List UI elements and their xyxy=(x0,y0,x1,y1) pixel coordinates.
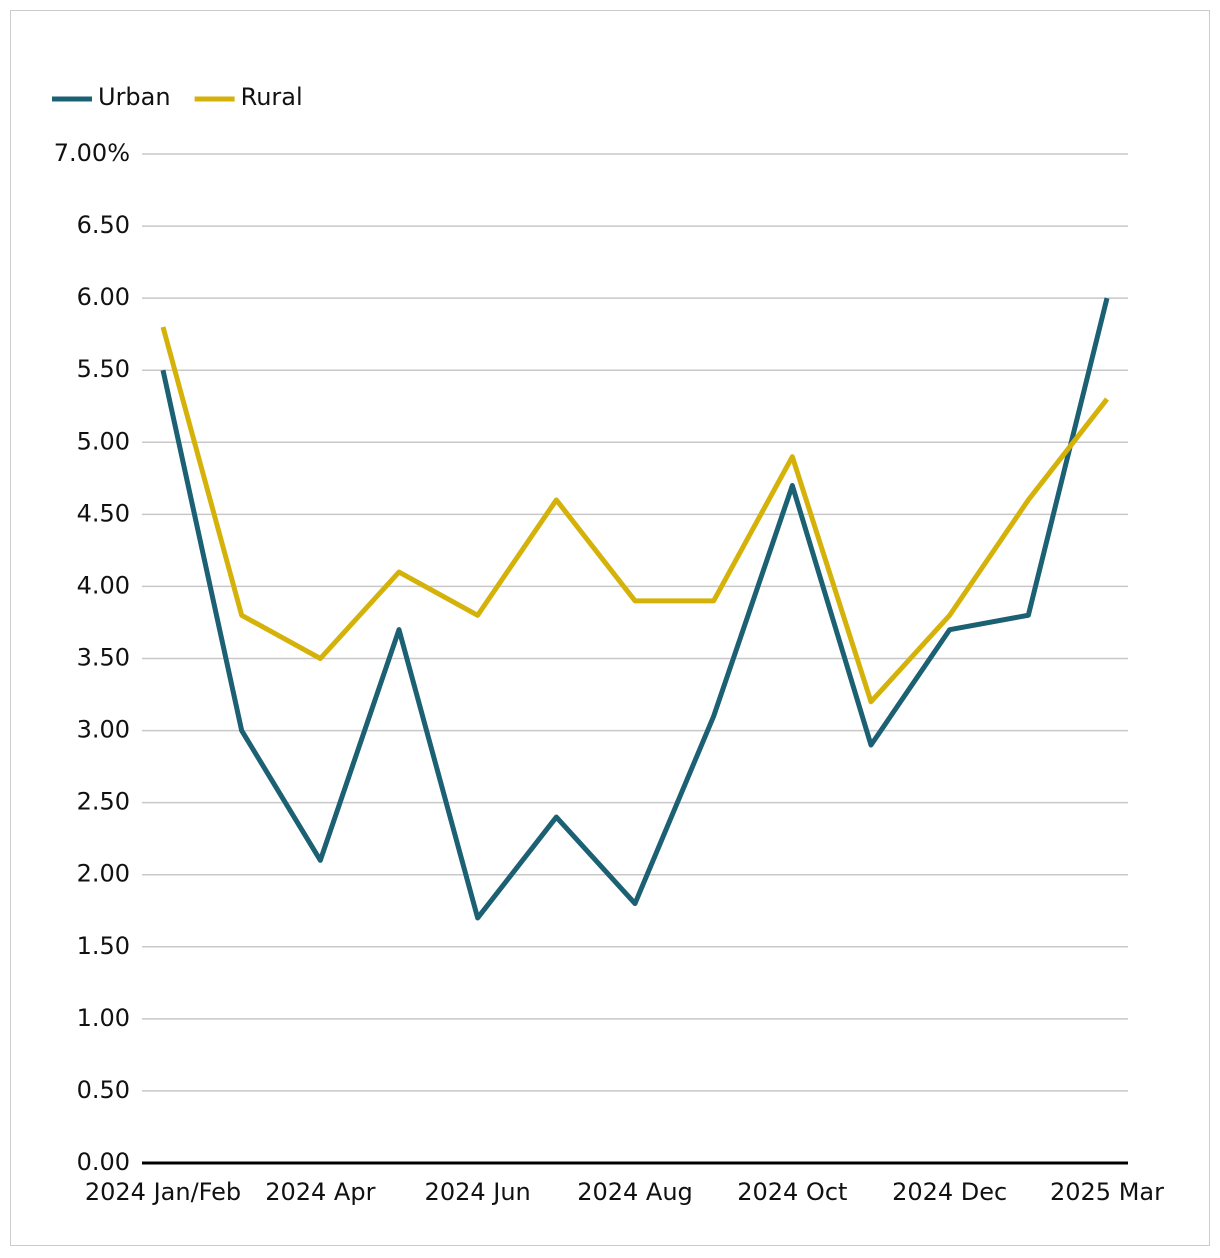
line xyxy=(160,326,1109,705)
y-tick-label: 1.00 xyxy=(77,1004,130,1032)
x-tick-label: 2025 Mar xyxy=(1050,1178,1164,1206)
x-tick-label: 2024 Oct xyxy=(737,1178,847,1206)
legend-label: Urban xyxy=(98,83,171,111)
frame xyxy=(10,10,1210,1246)
x-tick-label: 2024 Aug xyxy=(577,1178,693,1206)
y-tick-label: 6.50 xyxy=(77,211,130,239)
legend-label: Rural xyxy=(241,83,303,111)
line xyxy=(160,297,1110,921)
y-tick-label: 1.50 xyxy=(77,932,130,960)
x-tick-label: 2024 Apr xyxy=(265,1178,375,1206)
y-tick-label: 5.50 xyxy=(77,355,130,383)
y-tick-label: 3.50 xyxy=(77,644,130,672)
y-tick-label: 0.50 xyxy=(77,1076,130,1104)
x-tick-label: 2024 Dec xyxy=(892,1178,1007,1206)
y-tick-label: 3.00 xyxy=(77,716,130,744)
y-tick-label: 6.00 xyxy=(77,283,130,311)
x-tick-label: 2024 Jan/Feb xyxy=(85,1178,241,1206)
x-tick-label: 2024 Jun xyxy=(425,1178,531,1206)
y-tick-label: 5.00 xyxy=(77,427,130,455)
y-tick-label: 7.00% xyxy=(54,139,130,167)
y-tick-label: 2.00 xyxy=(77,860,130,888)
y-tick-label: 4.00 xyxy=(77,571,130,599)
y-tick-label: 0.00 xyxy=(77,1148,130,1176)
y-tick-label: 4.50 xyxy=(77,499,130,527)
y-tick-label: 2.50 xyxy=(77,788,130,816)
